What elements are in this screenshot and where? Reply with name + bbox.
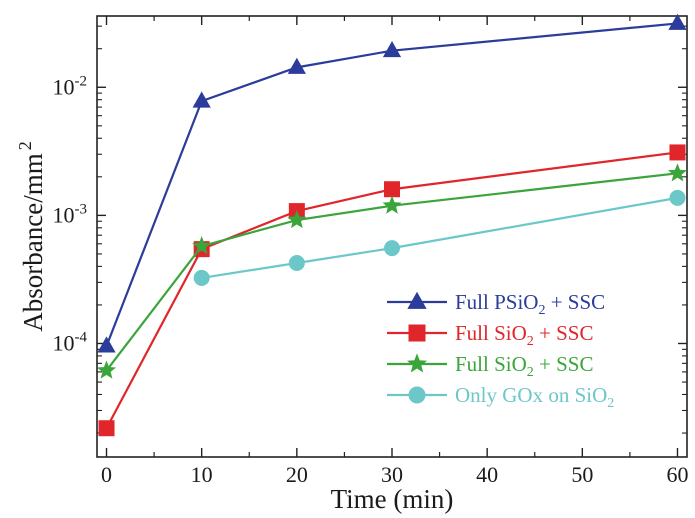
x-tick-label: 40 <box>476 462 498 487</box>
data-point-triangle <box>287 57 306 74</box>
series-line <box>201 196 678 279</box>
x-tick-label: 30 <box>381 462 403 487</box>
series-3 <box>97 163 687 379</box>
legend-item-1: Full PSiO2 + SSC <box>387 290 605 318</box>
data-point-triangle <box>192 91 211 108</box>
x-tick-label: 20 <box>286 462 308 487</box>
data-point-star <box>382 195 402 214</box>
y-tick-label: 10-4 <box>53 329 88 355</box>
data-point-triangle <box>668 13 687 30</box>
x-tick-label: 0 <box>101 462 112 487</box>
legend-label: Only GOx on SiO2 <box>455 383 614 411</box>
x-tick-label: 60 <box>666 462 688 487</box>
legend-item-4: Only GOx on SiO2 <box>387 383 614 411</box>
x-tick-label: 50 <box>571 462 593 487</box>
x-axis-label: Time (min) <box>331 484 454 514</box>
data-point-triangle <box>97 336 116 353</box>
legend-item-2: Full SiO2 + SSC <box>387 321 594 349</box>
data-point-circle <box>384 240 400 257</box>
data-point-star <box>97 360 117 379</box>
data-point-star <box>287 210 307 229</box>
data-point-circle <box>193 269 210 286</box>
series-lines <box>97 13 687 437</box>
legend: Full PSiO2 + SSC Full SiO2 + SSC Full SiO2… <box>387 290 614 411</box>
data-point-circle <box>288 254 305 271</box>
y-tick-label: 10-3 <box>53 201 88 227</box>
data-point-square <box>669 144 686 161</box>
legend-item-3: Full SiO2 + SSC <box>387 352 594 380</box>
legend-label: Full PSiO2 + SSC <box>455 290 605 318</box>
data-point-square <box>98 420 115 437</box>
series-4 <box>193 189 686 286</box>
legend-label: Full SiO2 + SSC <box>455 321 594 349</box>
y-axis-label: Absorbance/mm2 <box>15 141 48 331</box>
data-point-star <box>667 163 687 182</box>
legend-label: Full SiO2 + SSC <box>455 352 594 380</box>
y-tick-label: 10-2 <box>53 73 88 99</box>
tick-labels: 0 10 20 30 40 50 60 10-4 10-3 10-2 <box>53 73 689 487</box>
data-point-triangle <box>407 291 427 309</box>
axis-labels: Time (min) Absorbance/mm2 <box>15 141 453 514</box>
data-point-triangle <box>382 41 402 58</box>
series-1 <box>97 13 687 353</box>
data-point-star <box>406 353 428 373</box>
data-point-circle <box>669 189 686 206</box>
data-point-square <box>384 181 400 198</box>
data-point-star <box>192 236 212 255</box>
data-point-square <box>408 324 426 342</box>
x-tick-label: 10 <box>191 462 213 487</box>
axis-ticks <box>97 16 687 457</box>
data-point-circle <box>408 386 426 404</box>
